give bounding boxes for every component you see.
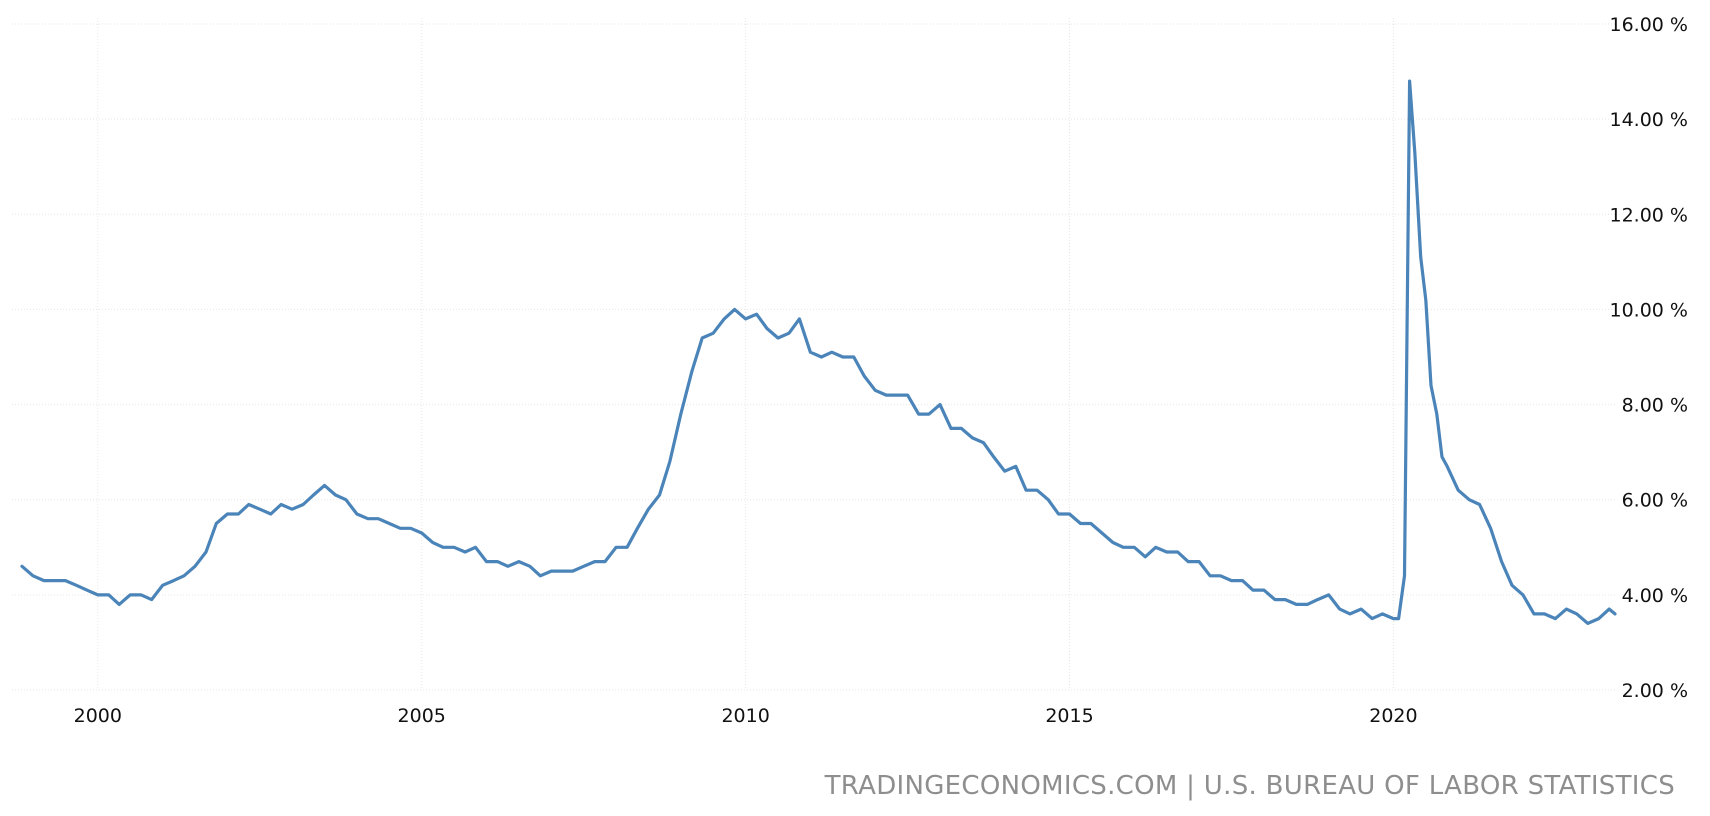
y-tick-label: 14.00 % <box>1610 109 1689 131</box>
y-tick-label: 8.00 % <box>1622 395 1688 417</box>
x-tick-label: 2005 <box>398 705 446 727</box>
series-line <box>20 79 1617 625</box>
axis-layer: 2.00 % 4.00 % 6.00 % 8.00 % 10.00 % 12.00 % 14… <box>74 14 1688 727</box>
y-tick-label: 10.00 % <box>1610 299 1689 321</box>
x-tick-label: 2010 <box>721 705 769 727</box>
y-tick-label: 4.00 % <box>1622 585 1688 607</box>
series-layer <box>20 79 1617 625</box>
y-tick-label: 16.00 % <box>1610 14 1689 36</box>
y-tick-label: 12.00 % <box>1610 204 1689 226</box>
y-tick-label: 6.00 % <box>1622 490 1688 512</box>
y-tick-label: 2.00 % <box>1622 680 1688 702</box>
x-tick-label: 2015 <box>1045 705 1093 727</box>
grid-layer <box>12 18 1615 691</box>
source-credit: TRADINGECONOMICS.COM | U.S. BUREAU OF LA… <box>824 771 1675 801</box>
x-tick-label: 2020 <box>1369 705 1417 727</box>
x-tick-label: 2000 <box>74 705 122 727</box>
